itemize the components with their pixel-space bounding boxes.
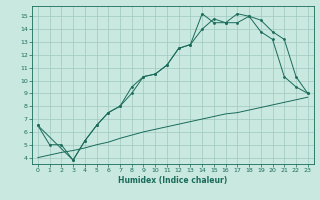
X-axis label: Humidex (Indice chaleur): Humidex (Indice chaleur) xyxy=(118,176,228,185)
